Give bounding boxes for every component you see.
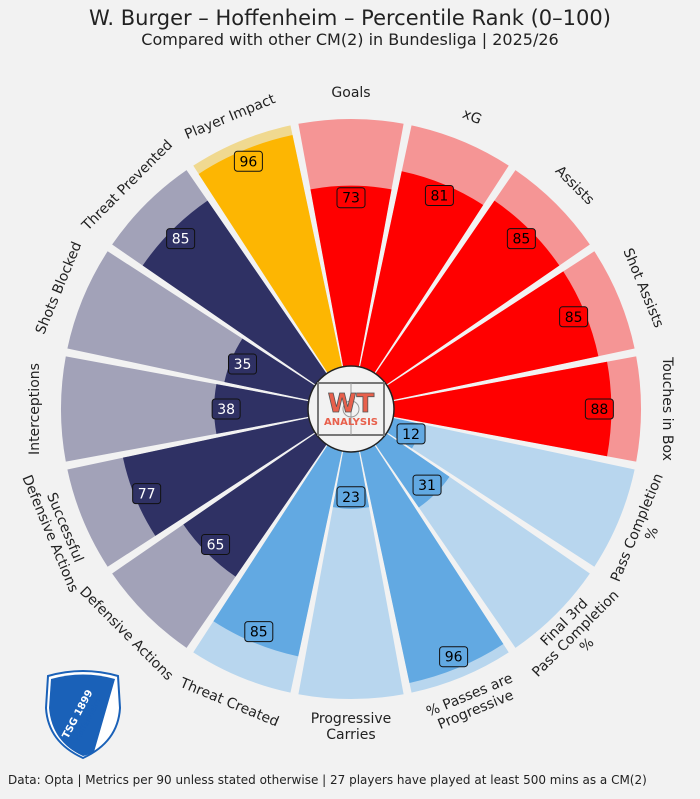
value-label-assists: 85 <box>512 232 530 248</box>
bar-successful-defensive-actions <box>122 417 315 536</box>
bar-shot-assists <box>387 271 599 401</box>
value-label-player-impact: 96 <box>239 154 257 170</box>
value-label-goals: 73 <box>342 191 360 207</box>
category-label-goals: Goals <box>331 85 370 101</box>
value-box-defensive-actions <box>201 533 231 555</box>
hoffenheim-crest: TSG 1899 Hoffenheim <box>44 670 122 760</box>
category-label-line: Touches in Box <box>659 356 675 461</box>
center-logo-analysis: ANALYSIS <box>324 417 378 428</box>
value-box-touches-in-box <box>584 398 614 420</box>
value-label--passes-are-progressive: 96 <box>445 650 463 666</box>
value-box--passes-are-progressive <box>439 646 469 668</box>
value-box-progressive-carries <box>336 486 366 508</box>
bar-touches-in-box <box>393 361 612 457</box>
bg-slice-interceptions <box>60 356 309 462</box>
value-label-successful-defensive-actions: 77 <box>138 487 156 503</box>
value-label-threat-created: 85 <box>250 625 268 641</box>
bg-slice-pass-completion <box>387 417 635 567</box>
bar-threat-created <box>213 445 343 657</box>
value-box-threat-created <box>244 621 274 643</box>
value-label-interceptions: 38 <box>217 402 235 418</box>
value-box-threat-prevented <box>166 228 196 250</box>
value-box-player-impact <box>233 150 263 172</box>
bar-goals <box>310 185 392 367</box>
value-box-xg <box>424 185 454 207</box>
value-box-pass-completion <box>396 423 426 445</box>
value-label-touches-in-box: 88 <box>590 402 608 418</box>
value-box-interceptions <box>211 398 241 420</box>
category-label-line: Interceptions <box>27 363 43 455</box>
category-label-line: Carries <box>326 727 375 743</box>
bar-interceptions <box>214 384 309 434</box>
category-label-line: % <box>642 525 662 543</box>
bar-player-impact <box>198 135 343 373</box>
center-logo: WT ANALYSIS <box>307 365 395 453</box>
bar-xg <box>359 171 484 373</box>
category-label-line: Progressive <box>311 711 392 727</box>
value-box-goals <box>336 187 366 209</box>
category-label-shot-assists: Shot Assists <box>619 246 666 330</box>
category-label-line: Goals <box>331 85 370 101</box>
value-box-shot-assists <box>559 306 589 328</box>
value-label-threat-prevented: 85 <box>172 232 190 248</box>
value-label-progressive-carries: 23 <box>342 490 360 506</box>
chart-title: W. Burger – Hoffenheim – Percentile Rank… <box>89 6 611 30</box>
bg-slice-progressive-carries <box>298 451 404 699</box>
value-box-final-3rd-pass-completion <box>412 474 442 496</box>
value-box-successful-defensive-actions <box>132 483 162 505</box>
value-label-defensive-actions: 65 <box>207 537 225 553</box>
category-label-assists: Assists <box>552 163 597 208</box>
chart-subtitle: Compared with other CM(2) in Bundesliga … <box>141 30 559 49</box>
category-label-touches-in-box: Touches in Box <box>659 356 675 461</box>
category-label-line: xG <box>460 106 484 128</box>
bar--passes-are-progressive <box>359 445 504 683</box>
category-label-interceptions: Interceptions <box>27 363 43 455</box>
value-label-pass-completion: 12 <box>402 427 420 443</box>
footer-note: Data: Opta | Metrics per 90 unless state… <box>8 773 647 787</box>
center-logo-wt: WT <box>328 389 375 419</box>
value-label-final-3rd-pass-completion: 31 <box>418 478 436 494</box>
category-label-line: Shot Assists <box>619 246 666 330</box>
value-label-shots-blocked: 35 <box>234 357 252 373</box>
category-label-xg: xG <box>460 106 484 128</box>
value-box-shots-blocked <box>227 353 257 375</box>
value-box-assists <box>506 228 536 250</box>
value-label-xg: 81 <box>431 189 449 205</box>
value-label-shot-assists: 85 <box>565 310 583 326</box>
category-label-line: Assists <box>552 163 597 208</box>
